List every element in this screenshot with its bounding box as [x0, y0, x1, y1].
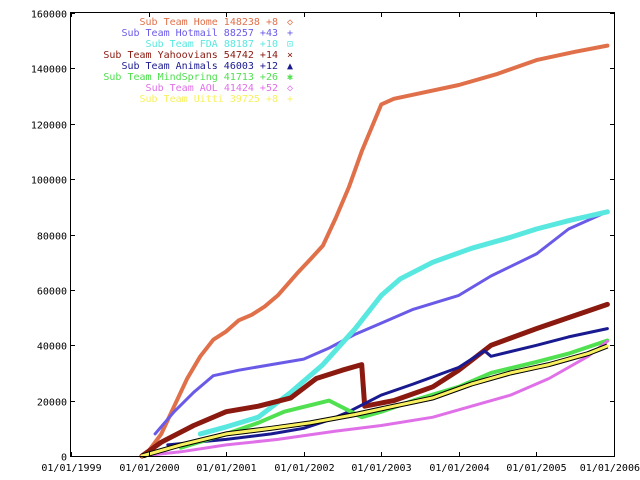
- legend-marker: ✱: [287, 72, 293, 83]
- x-tick-label: 01/01/2003: [351, 463, 411, 474]
- legend-entry: Sub Team Hotmail 88257 +43: [121, 28, 278, 39]
- axis-layer: [70, 12, 615, 457]
- series-line-5: [178, 338, 610, 450]
- y-tick-label: 60000: [37, 287, 67, 298]
- legend-marker: ×: [287, 50, 293, 61]
- legend-marker: +: [287, 94, 293, 105]
- x-tick-label: 01/01/1999: [41, 463, 101, 474]
- legend-entry: Sub Team Yahoovians 54742 +14: [103, 50, 278, 61]
- y-tick-label: 160000: [31, 10, 67, 21]
- x-tick-label: 01/01/2002: [274, 463, 334, 474]
- plot-frame: [70, 12, 615, 457]
- legend-marker: +: [287, 28, 293, 39]
- series-line-0: [142, 43, 610, 458]
- series-line-6: [140, 339, 609, 458]
- y-tick-label: 140000: [31, 65, 67, 76]
- legend-entry: Sub Team Home 148238 +8: [140, 17, 278, 28]
- y-tick-label: 100000: [31, 176, 67, 187]
- legend-entry: Sub Team FDA 88187 +10: [146, 39, 278, 50]
- x-tick-label: 01/01/2001: [196, 463, 256, 474]
- legend-marker: ◇: [287, 83, 293, 94]
- y-tick-label: 0: [61, 453, 67, 464]
- y-tick-label: 20000: [37, 398, 67, 409]
- x-tick-label: 01/01/2000: [119, 463, 179, 474]
- y-tick-label: 120000: [31, 121, 67, 132]
- series-layer: [139, 43, 610, 459]
- y-tick-label: 80000: [37, 232, 67, 243]
- legend-entry: Sub Team MindSpring 41713 +26: [103, 72, 278, 83]
- legend: Sub Team Home 148238 +8 ◇ Sub Team Hotmail…: [103, 17, 293, 105]
- series-line-3: [139, 301, 610, 459]
- legend-marker: ⊡: [287, 39, 293, 50]
- legend-entry: Sub Team Uitti 39725 +8: [140, 94, 278, 105]
- series-line-7: [140, 344, 609, 458]
- ticks-layer: 0 20000 40000 60000 80000 100000 120000 140000 1…: [31, 10, 640, 475]
- x-tick-label: 01/01/2004: [429, 463, 489, 474]
- x-tick-label: 01/01/2006: [580, 463, 640, 474]
- series-line-2: [197, 209, 610, 437]
- x-tick-label: 01/01/2005: [506, 463, 566, 474]
- legend-marker: ◇: [287, 17, 293, 28]
- series-line-4: [166, 327, 609, 447]
- legend-entry: Sub Team AOL 41424 +52: [146, 83, 278, 94]
- legend-marker: ▲: [287, 61, 293, 72]
- y-tick-label: 40000: [37, 342, 67, 353]
- legend-entry: Sub Team Animals 46003 +12: [121, 61, 278, 72]
